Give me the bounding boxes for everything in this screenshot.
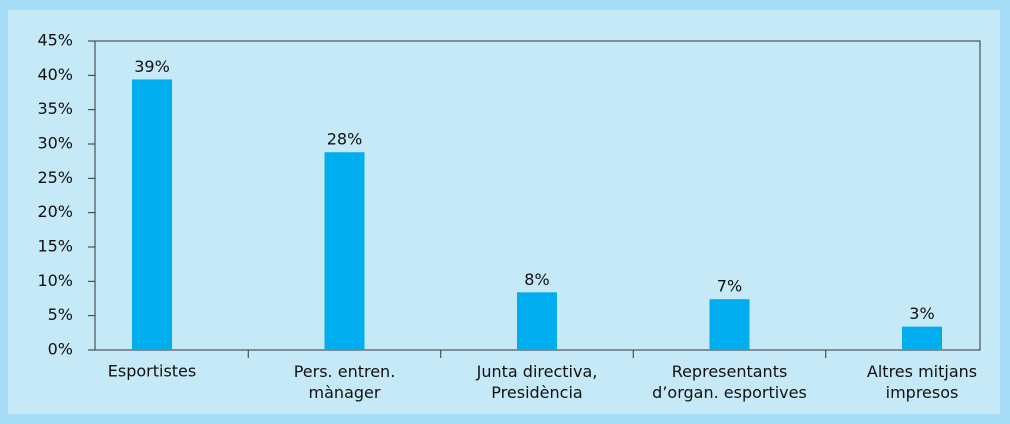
x-tick-label: Pers. entren. mànager [294, 362, 396, 402]
x-tick-label: Altres mitjans impresos [867, 362, 977, 402]
value-label: 3% [909, 304, 934, 323]
y-tick-label: 30% [37, 134, 73, 153]
bar [324, 152, 365, 350]
y-tick-label: 40% [37, 65, 73, 84]
value-label: 8% [524, 270, 549, 289]
y-tick-label: 0% [48, 340, 73, 359]
y-tick-label: 45% [37, 31, 73, 50]
y-tick-label: 25% [37, 168, 73, 187]
x-tick-label: Junta directiva, Presidència [476, 362, 598, 402]
y-tick-label: 20% [37, 202, 73, 221]
bar [132, 79, 172, 350]
y-tick-label: 35% [37, 99, 73, 118]
bar [517, 292, 557, 350]
y-tick-label: 10% [37, 271, 73, 290]
x-tick-label: Esportistes [108, 362, 196, 381]
bar [902, 326, 942, 350]
panel [8, 10, 1000, 414]
value-label: 28% [327, 130, 363, 149]
y-tick-label: 15% [37, 237, 73, 256]
value-label: 7% [717, 277, 742, 296]
bar [709, 299, 750, 350]
y-tick-label: 5% [48, 305, 73, 324]
x-tick-label: Representants d’organ. esportives [652, 362, 807, 402]
value-label: 39% [134, 57, 170, 76]
